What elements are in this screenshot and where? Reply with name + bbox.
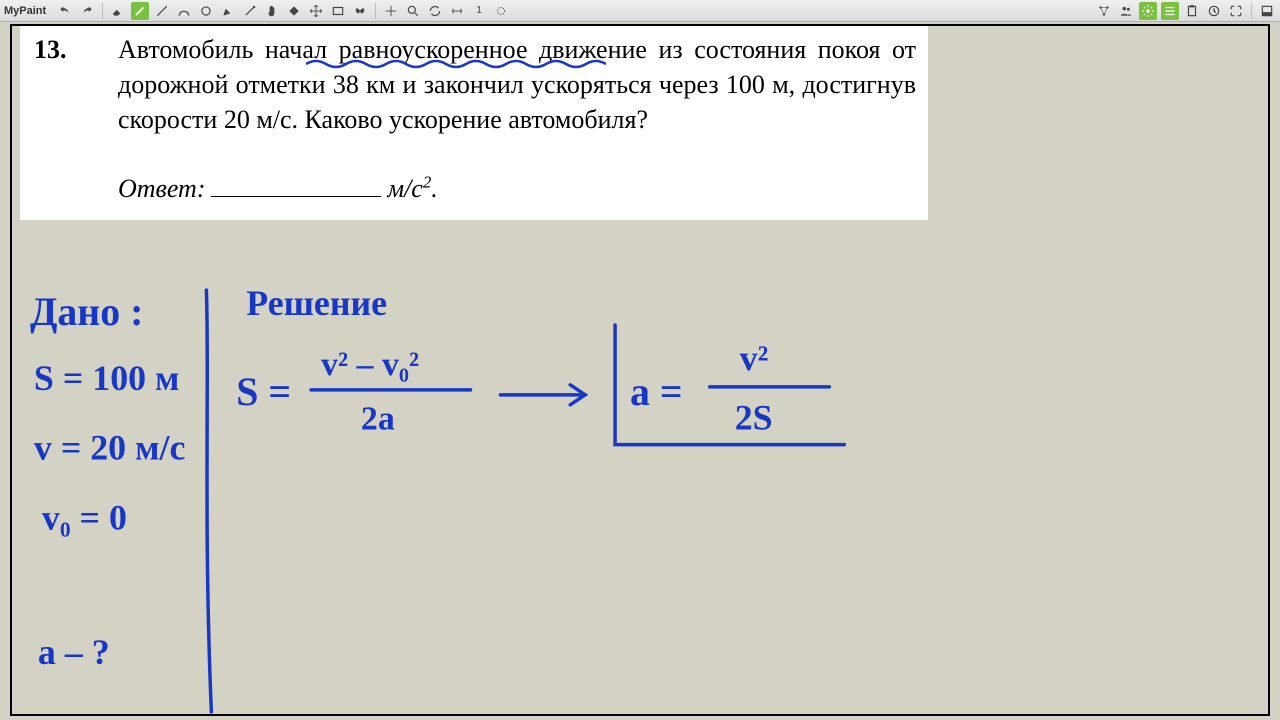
app-title: MyPaint xyxy=(4,5,46,17)
problem-text: Автомобиль начал равноускоренное движени… xyxy=(118,32,916,137)
problem-box: 13. Автомобиль начал равноускоренное дви… xyxy=(20,26,928,220)
hw-frac2-bot: 2S xyxy=(735,398,773,438)
hand-icon[interactable] xyxy=(263,2,281,20)
wand-icon[interactable] xyxy=(241,2,259,20)
one-icon[interactable]: 1 xyxy=(470,2,488,20)
separator xyxy=(102,3,103,19)
refresh-icon[interactable] xyxy=(426,2,444,20)
hw-reshenie: Решение xyxy=(246,283,387,323)
toolbar: MyPaint 1 xyxy=(0,0,1280,22)
answer-unit: м/с2. xyxy=(387,171,437,206)
rect-icon[interactable] xyxy=(329,2,347,20)
clipboard-icon[interactable] xyxy=(1183,2,1201,20)
drawing-canvas[interactable]: 13. Автомобиль начал равноускоренное дви… xyxy=(10,24,1270,716)
separator xyxy=(375,3,376,19)
gear-icon[interactable] xyxy=(1139,2,1157,20)
line-icon[interactable] xyxy=(153,2,171,20)
pen-fancy-icon[interactable] xyxy=(219,2,237,20)
dock-icon[interactable] xyxy=(1258,2,1276,20)
hw-v: v = 20 м/с xyxy=(34,428,186,468)
circle-icon[interactable] xyxy=(197,2,215,20)
redo-icon[interactable] xyxy=(78,2,96,20)
answer-label: Ответ: xyxy=(118,171,205,206)
hw-frac1-top: v² – v₀² xyxy=(321,346,419,383)
answer-line: Ответ: м/с2. xyxy=(118,171,916,206)
hw-a-eq: a = xyxy=(630,369,683,414)
butterfly-icon[interactable] xyxy=(351,2,369,20)
crosshair-icon[interactable] xyxy=(382,2,400,20)
hw-s-eq: S = xyxy=(236,369,291,414)
answer-blank xyxy=(211,177,381,197)
separator xyxy=(1251,3,1252,19)
hw-a: a – ? xyxy=(38,632,110,672)
move-icon[interactable] xyxy=(307,2,325,20)
undo-icon[interactable] xyxy=(56,2,74,20)
eraser-icon[interactable] xyxy=(109,2,127,20)
brush-icon[interactable] xyxy=(131,2,149,20)
fullscreen-icon[interactable] xyxy=(1227,2,1245,20)
hw-dano: Дано : xyxy=(30,289,144,334)
fill-icon[interactable] xyxy=(285,2,303,20)
zoom-icon[interactable] xyxy=(404,2,422,20)
hw-v0: v₀ = 0 xyxy=(42,497,127,537)
curve-icon[interactable] xyxy=(175,2,193,20)
hflip-icon[interactable] xyxy=(448,2,466,20)
hw-s: S = 100 м xyxy=(34,358,180,398)
lines-icon[interactable] xyxy=(1161,2,1179,20)
target-icon[interactable] xyxy=(492,2,510,20)
people-icon[interactable] xyxy=(1117,2,1135,20)
problem-number: 13. xyxy=(34,32,90,137)
hw-frac1-bot: 2a xyxy=(361,401,395,438)
clock-icon[interactable] xyxy=(1205,2,1223,20)
hw-frac2-top: v² xyxy=(740,338,769,378)
nodes-icon[interactable] xyxy=(1095,2,1113,20)
